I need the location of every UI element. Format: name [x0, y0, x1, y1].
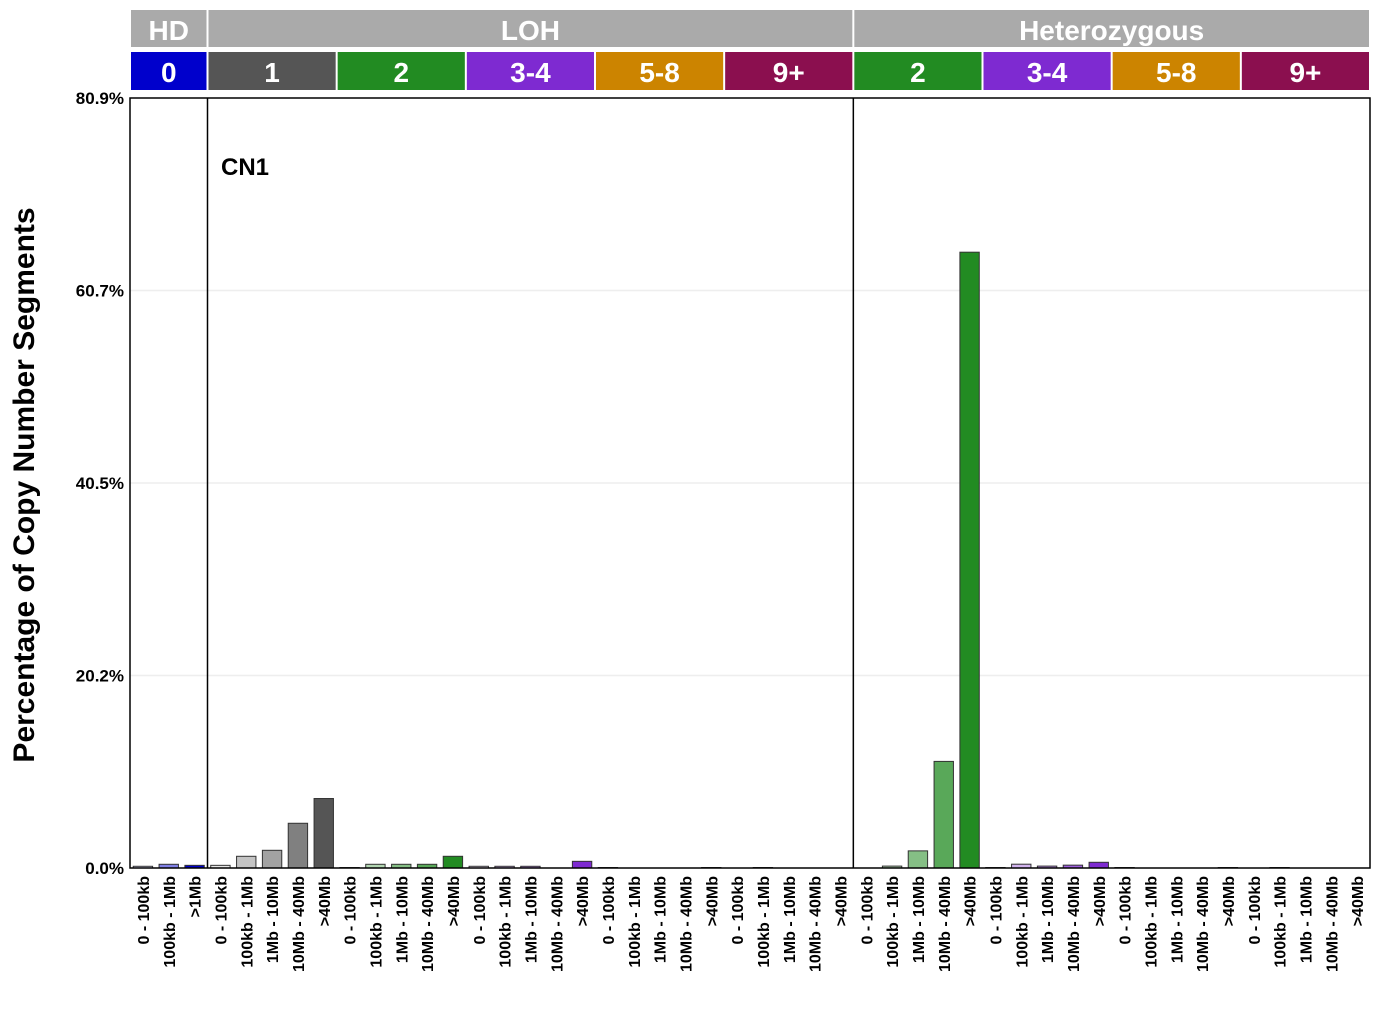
bar: [262, 850, 281, 868]
x-tick-label: 0 - 100kb: [730, 876, 747, 945]
y-tick-label: 20.2%: [76, 667, 124, 686]
x-tick-label: 100kb - 1Mb: [885, 876, 902, 968]
x-tick-label: 100kb - 1Mb: [498, 876, 515, 968]
y-tick-label: 40.5%: [76, 474, 124, 493]
top-group-label: LOH: [501, 15, 560, 46]
x-tick-label: 100kb - 1Mb: [239, 876, 256, 968]
x-tick-label: >40Mb: [833, 876, 850, 926]
x-tick-label: 10Mb - 40Mb: [1066, 876, 1083, 972]
top-group-label: HD: [149, 15, 189, 46]
x-tick-label: >40Mb: [317, 876, 334, 926]
x-tick-label: 100kb - 1Mb: [1143, 876, 1160, 968]
x-tick-label: 1Mb - 10Mb: [653, 876, 670, 963]
x-tick-label: 1Mb - 10Mb: [1040, 876, 1057, 963]
cn-group-label: 3-4: [1027, 57, 1068, 88]
x-tick-label: >40Mb: [704, 876, 721, 926]
x-tick-label: >1Mb: [188, 876, 205, 918]
bar: [960, 252, 979, 868]
x-tick-label: >40Mb: [446, 876, 463, 926]
x-tick-label: 1Mb - 10Mb: [1298, 876, 1315, 963]
x-tick-label: 0 - 100kb: [988, 876, 1005, 945]
cn-group-label: 5-8: [639, 57, 679, 88]
x-tick-label: 10Mb - 40Mb: [291, 876, 308, 972]
x-tick-label: 100kb - 1Mb: [162, 876, 179, 968]
bar: [237, 856, 256, 868]
x-tick-label: 1Mb - 10Mb: [1169, 876, 1186, 963]
x-tick-label: 10Mb - 40Mb: [1195, 876, 1212, 972]
x-tick-label: 10Mb - 40Mb: [808, 876, 825, 972]
x-tick-label: 0 - 100kb: [601, 876, 618, 945]
x-tick-label: 10Mb - 40Mb: [1324, 876, 1341, 972]
x-tick-label: 0 - 100kb: [1247, 876, 1264, 945]
x-tick-label: >40Mb: [1350, 876, 1367, 926]
x-tick-label: 10Mb - 40Mb: [549, 876, 566, 972]
cn-group-label: 3-4: [510, 57, 551, 88]
bar: [288, 823, 307, 868]
x-tick-label: 1Mb - 10Mb: [911, 876, 928, 963]
x-tick-label: 100kb - 1Mb: [1014, 876, 1031, 968]
cn1-annotation: CN1: [221, 154, 269, 181]
x-tick-label: 0 - 100kb: [213, 876, 230, 945]
y-axis-label: Percentage of Copy Number Segments: [8, 207, 41, 762]
y-tick-label: 80.9%: [76, 89, 124, 108]
cn-group-label: 2: [910, 57, 926, 88]
bar: [1089, 862, 1108, 868]
x-tick-label: 10Mb - 40Mb: [420, 876, 437, 972]
bar: [934, 761, 953, 868]
x-tick-label: 0 - 100kb: [343, 876, 360, 945]
x-tick-label: >40Mb: [575, 876, 592, 926]
x-tick-label: 1Mb - 10Mb: [782, 876, 799, 963]
cn-group-label: 5-8: [1156, 57, 1196, 88]
y-tick-label: 60.7%: [76, 282, 124, 301]
cn-group-label: 1: [264, 57, 280, 88]
x-tick-label: 100kb - 1Mb: [756, 876, 773, 968]
x-tick-label: 0 - 100kb: [472, 876, 489, 945]
x-tick-label: 1Mb - 10Mb: [394, 876, 411, 963]
x-tick-label: 0 - 100kb: [1118, 876, 1135, 945]
x-tick-label: 10Mb - 40Mb: [937, 876, 954, 972]
top-group-label: Heterozygous: [1019, 15, 1204, 46]
x-tick-label: 100kb - 1Mb: [1273, 876, 1290, 968]
x-tick-label: 0 - 100kb: [136, 876, 153, 945]
y-tick-label: 0.0%: [85, 859, 124, 878]
x-tick-label: 10Mb - 40Mb: [678, 876, 695, 972]
bar: [443, 856, 462, 868]
cn-group-label: 2: [393, 57, 409, 88]
cn-group-label: 0: [161, 57, 177, 88]
x-tick-label: >40Mb: [963, 876, 980, 926]
x-tick-label: 100kb - 1Mb: [368, 876, 385, 968]
bar: [908, 851, 927, 868]
x-tick-label: 1Mb - 10Mb: [265, 876, 282, 963]
bar: [572, 861, 591, 868]
x-tick-label: 1Mb - 10Mb: [523, 876, 540, 963]
cn-group-label: 9+: [773, 57, 805, 88]
x-tick-label: 0 - 100kb: [859, 876, 876, 945]
bar: [314, 799, 333, 868]
x-tick-label: >40Mb: [1092, 876, 1109, 926]
cn-group-label: 9+: [1289, 57, 1321, 88]
x-tick-label: 100kb - 1Mb: [627, 876, 644, 968]
x-tick-label: >40Mb: [1221, 876, 1238, 926]
